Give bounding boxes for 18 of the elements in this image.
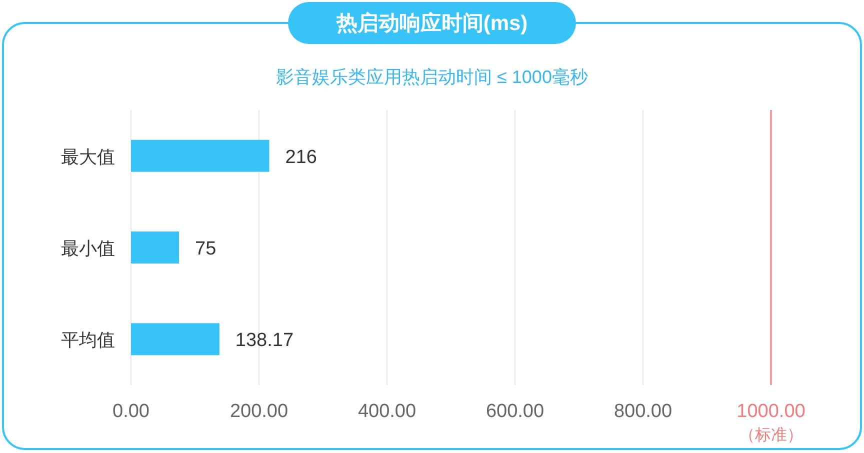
bar	[131, 140, 270, 172]
y-tick-label: 最大值	[61, 146, 115, 167]
x-tick-label: 400.00	[358, 401, 416, 422]
data-label: 216	[285, 146, 317, 168]
x-tick-label: 200.00	[230, 401, 288, 422]
data-label: 75	[195, 238, 216, 260]
y-tick-label: 平均值	[61, 330, 115, 350]
chart-title: 热启动响应时间(ms)	[335, 11, 528, 35]
bar	[131, 232, 179, 264]
bar	[131, 323, 220, 356]
data-label: 138.17	[235, 330, 294, 352]
chart-subtitle: 影音娱乐类应用热启动时间 ≤ 1000毫秒	[276, 67, 588, 87]
x-tick-label: 0.00	[112, 401, 150, 422]
x-tick-label: 600.00	[486, 401, 544, 422]
x-tick-label: 800.00	[614, 401, 672, 422]
ref-line-label: （标准）	[739, 426, 803, 444]
x-tick-label: 1000.00	[736, 401, 806, 422]
y-tick-label: 最小值	[61, 238, 115, 258]
